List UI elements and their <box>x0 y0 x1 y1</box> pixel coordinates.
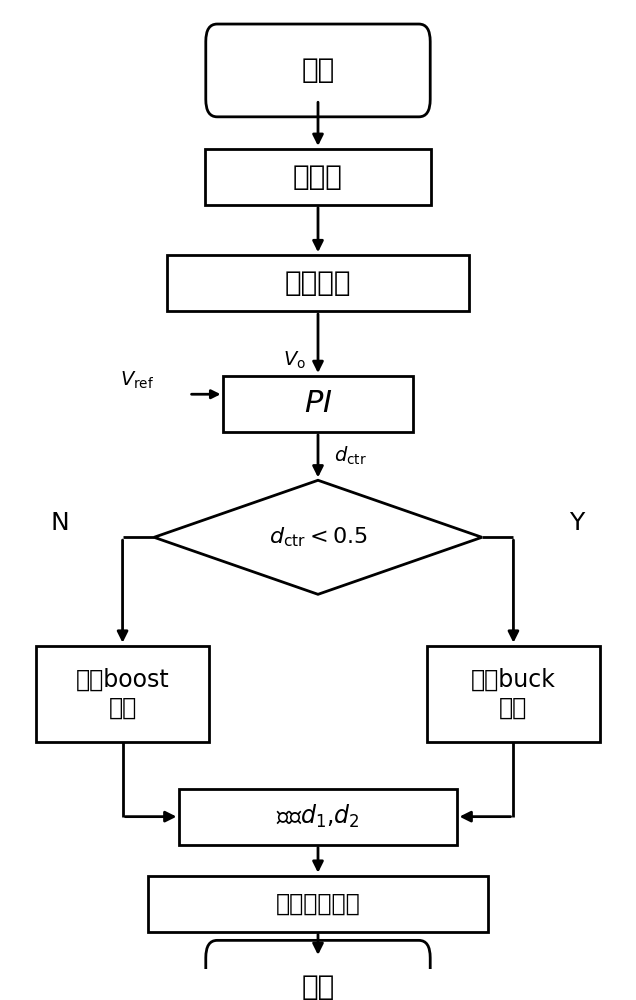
Text: $d_{\rm ctr}<0.5$: $d_{\rm ctr}<0.5$ <box>268 525 368 549</box>
Bar <box>205 149 431 205</box>
FancyBboxPatch shape <box>206 940 430 1000</box>
Text: 更新驱动信号: 更新驱动信号 <box>275 892 361 916</box>
Text: 采样电路: 采样电路 <box>285 269 351 297</box>
Bar <box>427 646 600 742</box>
Bar <box>148 876 488 932</box>
Bar <box>179 789 457 845</box>
Text: $d_{\rm ctr}$: $d_{\rm ctr}$ <box>334 445 367 467</box>
Text: $V_{\rm o}$: $V_{\rm o}$ <box>283 350 307 371</box>
Text: $\it{PI}$: $\it{PI}$ <box>304 389 332 418</box>
Text: 初始化: 初始化 <box>293 163 343 191</box>
Text: 输出$d_1$,$d_2$: 输出$d_1$,$d_2$ <box>276 803 360 830</box>
Text: Y: Y <box>569 511 584 535</box>
Text: 结束: 结束 <box>301 973 335 1000</box>
Text: N: N <box>50 511 69 535</box>
FancyBboxPatch shape <box>206 24 430 117</box>
Bar <box>223 376 413 432</box>
Polygon shape <box>154 480 482 594</box>
Bar <box>167 255 469 311</box>
Text: $V_{\rm ref}$: $V_{\rm ref}$ <box>120 370 154 391</box>
Text: 开始: 开始 <box>301 56 335 84</box>
Text: 过渡buck
模式: 过渡buck 模式 <box>471 668 556 720</box>
Bar <box>36 646 209 742</box>
Text: 过渡boost
模式: 过渡boost 模式 <box>76 668 169 720</box>
